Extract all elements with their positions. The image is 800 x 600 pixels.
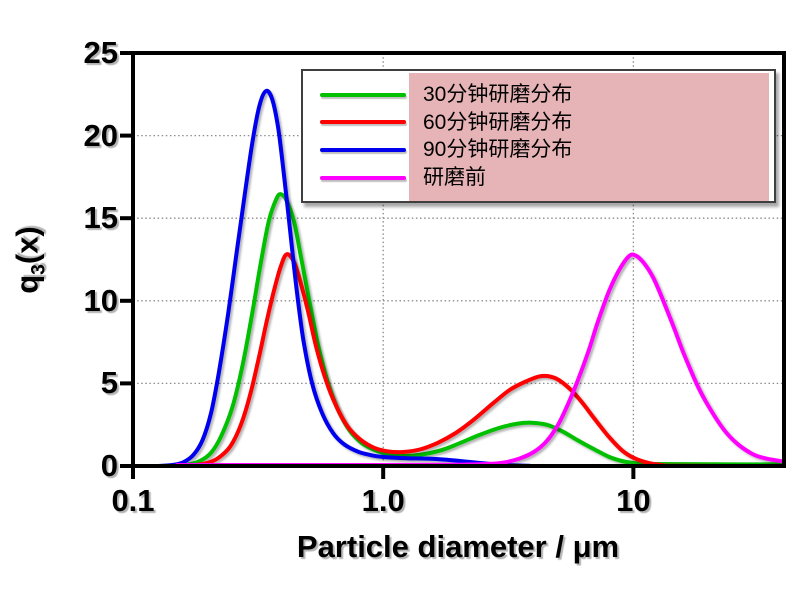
legend-label: 研磨前: [423, 166, 486, 190]
legend-label: 30分钟研磨分布: [423, 83, 573, 107]
legend-line-sample: [320, 175, 406, 180]
y-axis-title: q3(x): [9, 226, 50, 294]
x-tick-label: 1.0: [361, 483, 405, 518]
legend-item: 研磨前: [320, 164, 774, 192]
x-axis-title: Particle diameter / μm: [296, 529, 620, 564]
legend-line-sample: [320, 120, 406, 125]
legend-line-sample: [320, 92, 406, 97]
y-tick-label: 15: [83, 200, 118, 236]
y-tick-label: 25: [83, 35, 118, 70]
legend-item: 60分钟研磨分布: [320, 109, 774, 137]
legend-item: 30分钟研磨分布: [320, 81, 774, 109]
y-tick-label: 5: [100, 365, 118, 401]
plot-frame: [131, 51, 786, 468]
x-tick-label: 10: [616, 483, 651, 518]
legend-item: 90分钟研磨分布: [320, 136, 774, 164]
legend-label: 60分钟研磨分布: [423, 110, 573, 134]
x-tick-label: 0.1: [111, 483, 155, 518]
y-tick-label: 20: [83, 117, 118, 153]
legend-highlight-box: [409, 73, 769, 201]
y-tick-label: 0: [100, 448, 118, 483]
curve-series-3: [155, 88, 786, 468]
y-tick-label: 10: [83, 282, 118, 318]
legend-label: 90分钟研磨分布: [423, 138, 573, 162]
legend: 30分钟研磨分布 60分钟研磨分布 90分钟研磨分布 研磨前: [301, 69, 776, 203]
legend-line-sample: [320, 147, 406, 152]
curve-series-2: [182, 252, 786, 468]
legend-rows: 30分钟研磨分布 60分钟研磨分布 90分钟研磨分布 研磨前: [303, 71, 774, 191]
curve-series-4: [175, 252, 786, 468]
